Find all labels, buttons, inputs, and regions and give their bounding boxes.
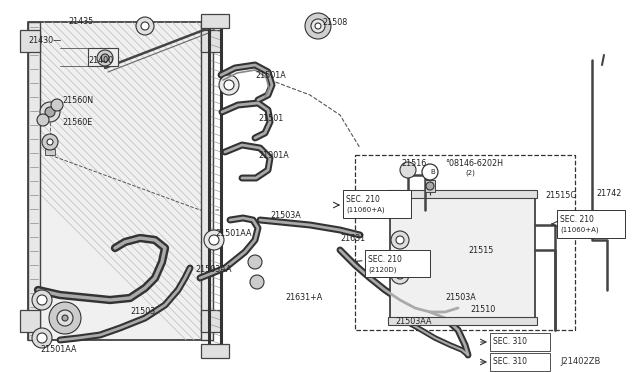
Text: SEC. 210: SEC. 210 [368, 254, 402, 263]
Circle shape [396, 236, 404, 244]
Text: 21631: 21631 [340, 234, 365, 243]
Bar [390, 195, 535, 320]
Text: B: B [431, 169, 435, 175]
Circle shape [37, 295, 47, 305]
Text: 21501AA: 21501AA [40, 346, 77, 355]
Text: 21435: 21435 [68, 16, 93, 26]
Circle shape [396, 271, 404, 279]
Circle shape [32, 290, 52, 310]
Circle shape [426, 182, 434, 190]
Circle shape [97, 50, 113, 66]
Text: (2120D): (2120D) [368, 267, 397, 273]
Text: 21503: 21503 [130, 308, 156, 317]
Circle shape [391, 266, 409, 284]
Circle shape [141, 22, 149, 30]
Text: 21503AA: 21503AA [195, 266, 232, 275]
Bar [20, 310, 40, 332]
Bar [388, 317, 537, 325]
Circle shape [37, 333, 47, 343]
Text: (2): (2) [465, 170, 475, 176]
Text: 21503AA: 21503AA [395, 317, 431, 327]
Circle shape [47, 139, 53, 145]
Circle shape [32, 328, 52, 348]
Circle shape [51, 99, 63, 111]
Circle shape [42, 134, 58, 150]
Circle shape [248, 255, 262, 269]
Circle shape [57, 310, 73, 326]
Circle shape [40, 102, 60, 122]
Text: 21515C: 21515C [545, 190, 576, 199]
Text: 21901A: 21901A [258, 151, 289, 160]
Bar [365, 250, 430, 277]
Circle shape [62, 315, 68, 321]
Bar [28, 22, 213, 340]
Circle shape [224, 80, 234, 90]
Text: 21430—: 21430— [28, 35, 61, 45]
Circle shape [204, 230, 224, 250]
Bar [88, 48, 118, 66]
Circle shape [37, 114, 49, 126]
Text: J21402ZB: J21402ZB [560, 357, 600, 366]
Bar [201, 30, 221, 52]
Bar [557, 210, 625, 238]
Text: (11060+A): (11060+A) [346, 207, 385, 213]
Text: °08146-6202H: °08146-6202H [445, 158, 503, 167]
Bar [20, 30, 40, 52]
Bar [201, 22, 213, 340]
Text: 21503A: 21503A [445, 294, 476, 302]
Bar [388, 190, 537, 198]
Circle shape [136, 17, 154, 35]
Circle shape [311, 19, 325, 33]
Text: 21510: 21510 [470, 305, 495, 314]
Text: SEC. 210: SEC. 210 [346, 195, 380, 203]
Text: SEC. 310: SEC. 310 [493, 337, 527, 346]
Circle shape [49, 302, 81, 334]
Circle shape [315, 23, 321, 29]
Text: 21516: 21516 [401, 158, 426, 167]
Text: SEC. 210: SEC. 210 [560, 215, 594, 224]
Circle shape [400, 162, 416, 178]
Text: 21508: 21508 [322, 17, 348, 26]
Circle shape [422, 164, 438, 180]
Text: 21631+A: 21631+A [285, 294, 323, 302]
Text: 21560E: 21560E [62, 118, 92, 126]
Text: 21560N: 21560N [62, 96, 93, 105]
Circle shape [391, 231, 409, 249]
Bar [45, 149, 55, 155]
Circle shape [219, 75, 239, 95]
Text: 21742: 21742 [596, 189, 621, 198]
Text: (11060+A): (11060+A) [560, 227, 598, 233]
Bar [490, 333, 550, 351]
Bar [201, 310, 221, 332]
Circle shape [101, 54, 109, 62]
Text: 21501A: 21501A [255, 71, 285, 80]
Text: 21501AA: 21501AA [215, 228, 252, 237]
Bar [28, 22, 40, 340]
Bar [343, 190, 411, 218]
Bar [490, 353, 550, 371]
Circle shape [305, 13, 331, 39]
Text: 21515: 21515 [468, 246, 493, 254]
Text: 21503A: 21503A [270, 211, 301, 219]
Text: 21501: 21501 [258, 113, 284, 122]
Circle shape [250, 275, 264, 289]
Text: 21400: 21400 [88, 55, 113, 64]
Bar [201, 14, 229, 28]
Circle shape [209, 235, 219, 245]
Text: SEC. 310: SEC. 310 [493, 357, 527, 366]
Bar [425, 180, 435, 192]
Circle shape [45, 107, 55, 117]
Bar [201, 344, 229, 358]
